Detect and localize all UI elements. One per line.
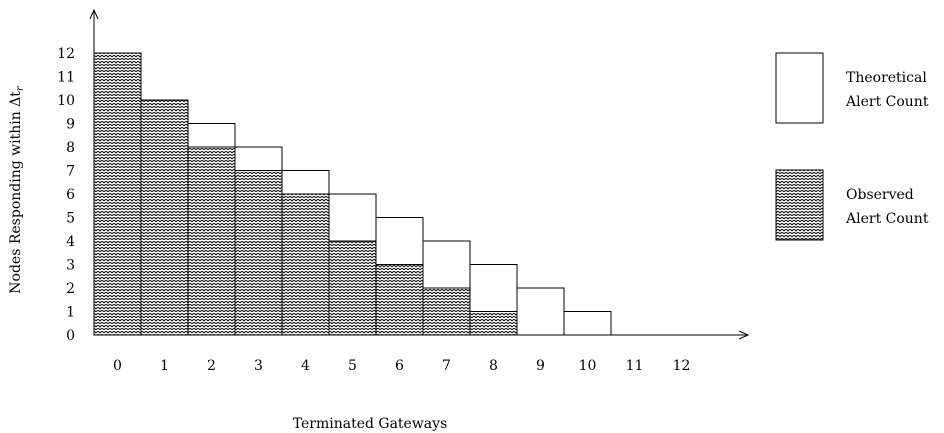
x-tick-label: 0 — [113, 358, 122, 374]
theoretical-bar-10 — [563, 311, 612, 336]
y-tick-label: 4 — [66, 234, 75, 250]
legend-swatch-theoretical — [775, 52, 824, 124]
y-tick-label: 1 — [66, 305, 75, 321]
x-tick-label: 6 — [395, 358, 404, 374]
y-tick-label: 7 — [66, 164, 75, 180]
theoretical-bar-9 — [516, 287, 565, 336]
observed-bar-3 — [234, 170, 283, 336]
x-tick-label: 12 — [673, 358, 691, 374]
x-tick-labels: 0 1 2 3 4 5 6 7 8 9 10 11 12 — [113, 358, 690, 374]
y-tick-label: 2 — [66, 281, 75, 297]
y-tick-label: 10 — [57, 93, 75, 109]
y-tick-label: 5 — [66, 211, 75, 227]
x-tick-label: 7 — [442, 358, 451, 374]
y-axis-title-main: Nodes Responding within Δt — [8, 91, 24, 294]
legend-swatch-observed — [775, 169, 824, 241]
y-tick-label: 0 — [66, 328, 75, 344]
observed-bar-8 — [469, 311, 518, 336]
legend-label-observed-line2: Alert Count — [845, 211, 929, 227]
y-tick-label: 9 — [66, 117, 75, 133]
x-tick-label: 10 — [579, 358, 597, 374]
x-tick-label: 1 — [160, 358, 169, 374]
x-tick-label: 9 — [536, 358, 545, 374]
y-tick-label: 6 — [66, 187, 75, 203]
x-axis-title: Terminated Gateways — [293, 416, 448, 432]
legend-label-theoretical-line1: Theoretical — [846, 70, 927, 86]
x-tick-label: 4 — [301, 358, 310, 374]
observed-bar-4 — [281, 193, 330, 336]
y-axis-title-subscript: r — [15, 85, 26, 91]
observed-bar-7 — [422, 287, 471, 336]
y-tick-label: 11 — [57, 70, 75, 86]
legend: Theoretical Alert Count Observed Alert C… — [775, 52, 929, 241]
y-axis-title: Nodes Responding within Δtr — [8, 85, 26, 294]
legend-label-observed-line1: Observed — [846, 187, 914, 203]
y-tick-label: 8 — [66, 140, 75, 156]
observed-bar-6 — [375, 264, 424, 336]
observed-bar-0 — [93, 52, 142, 336]
observed-bars — [93, 52, 518, 336]
x-tick-label: 11 — [626, 358, 644, 374]
x-tick-label: 5 — [348, 358, 357, 374]
observed-bar-2 — [187, 146, 236, 336]
x-tick-label: 2 — [207, 358, 216, 374]
y-tick-label: 3 — [66, 258, 75, 274]
observed-bar-5 — [328, 240, 377, 336]
x-tick-label: 8 — [489, 358, 498, 374]
legend-label-theoretical-line2: Alert Count — [845, 94, 929, 110]
y-tick-label: 12 — [57, 46, 75, 62]
x-tick-label: 3 — [254, 358, 263, 374]
observed-bar-1 — [140, 99, 189, 336]
